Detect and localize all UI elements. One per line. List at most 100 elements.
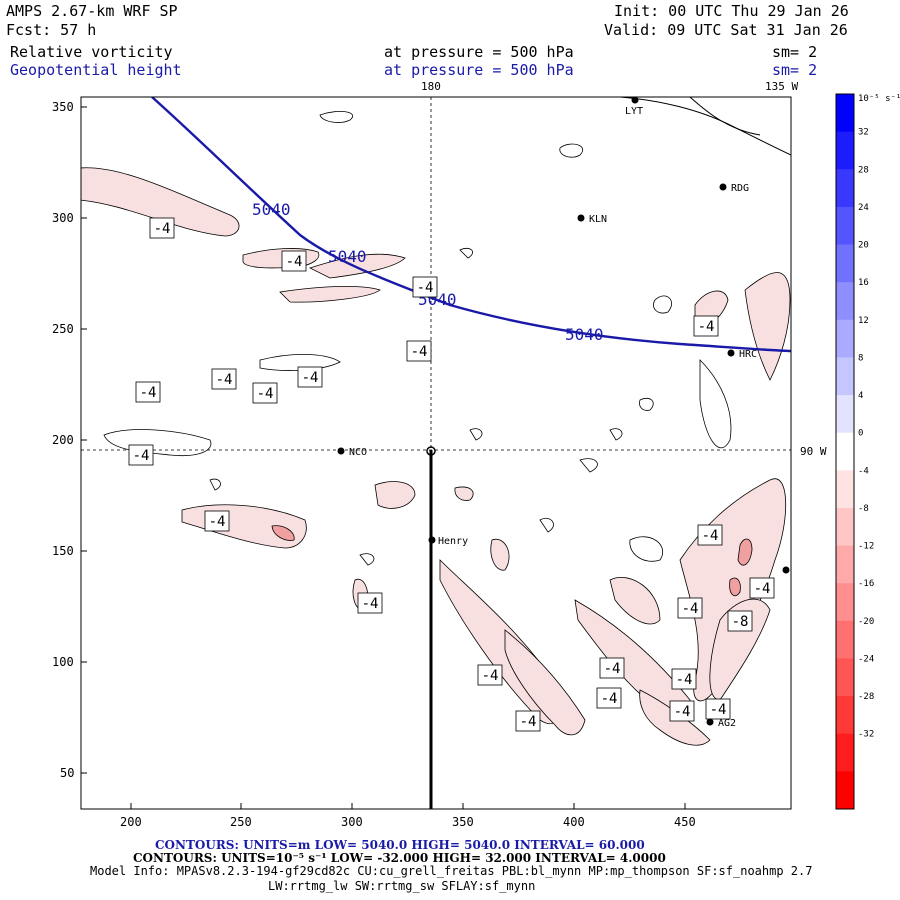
vorticity-label: -4	[601, 691, 618, 707]
model-info-physics: LW:rrtmg_lw SW:rrtmg_sw SFLAY:sf_mynn	[268, 879, 536, 893]
zero-contours	[103, 110, 732, 566]
station-label: Henry	[438, 536, 468, 547]
vorticity-label: -4	[604, 661, 621, 677]
vorticity-label: -8	[732, 614, 749, 630]
colorbar-swatch	[836, 244, 854, 283]
colorbar-label: -28	[858, 692, 874, 702]
vorticity-label-box	[599, 657, 625, 679]
station-label: HRC	[739, 349, 757, 360]
y-tick-label: 200	[52, 433, 74, 447]
colorbar-label: 24	[858, 203, 869, 213]
contours-height-info: CONTOURS: UNITS=m LOW= 5040.0 HIGH= 5040…	[155, 838, 645, 852]
vorticity-label: -4	[133, 448, 150, 464]
vorticity-label-box	[412, 276, 438, 298]
vorticity-label-box	[671, 668, 697, 690]
vorticity-label-box	[697, 524, 723, 546]
station-label: AG2	[718, 718, 736, 729]
colorbar-swatch	[836, 432, 854, 471]
colorbar-label: 8	[858, 353, 863, 363]
colorbar-label: -24	[858, 654, 874, 664]
vorticity-label: -4	[520, 714, 537, 730]
x-tick-label: 300	[341, 815, 363, 829]
contours-vorticity-info: CONTOURS: UNITS=10⁻⁵ s⁻¹ LOW= -32.000 HI…	[133, 851, 666, 865]
colorbar-swatch	[836, 131, 854, 170]
colorbar-label: 32	[858, 128, 869, 138]
station-label: KLN	[589, 214, 607, 225]
height-label: 5040	[252, 200, 291, 219]
colorbar-label: 16	[858, 278, 869, 288]
vorticity-label: -4	[754, 581, 771, 597]
vorticity-label-box	[211, 368, 237, 390]
colorbar: 10⁻⁵ s⁻¹ 32 28 24 20 16 12 8 4 0 -4 -8 -12 -16 -20 -24…	[835, 93, 900, 810]
colorbar-unit: 10⁻⁵ s⁻¹	[858, 94, 900, 104]
vorticity-label: -4	[286, 254, 303, 270]
vorticity-label-box	[669, 700, 695, 722]
field1-smoothing: sm= 2	[772, 43, 818, 61]
field2-level: at pressure = 500 hPa	[384, 61, 574, 79]
colorbar-swatch	[836, 771, 854, 810]
coastline-2	[689, 97, 761, 136]
colorbar-swatch	[836, 470, 854, 509]
valid-time: Valid: 09 UTC Sat 31 Jan 26	[604, 21, 848, 39]
vorticity-label: -4	[362, 596, 379, 612]
colorbar-swatch	[836, 507, 854, 547]
plot-frame	[80, 96, 792, 810]
vorticity-label-box	[693, 315, 719, 337]
station-marker	[706, 718, 714, 726]
x-tick-label: 250	[230, 815, 252, 829]
height-label: 5040	[328, 247, 367, 266]
right-label-90w: 90 W	[800, 445, 827, 458]
vorticity-label-box	[149, 217, 175, 239]
station-marker	[719, 183, 727, 191]
vorticity-label-box	[252, 382, 278, 404]
colorbar-label: 0	[858, 429, 863, 439]
y-tick-label: 250	[52, 322, 74, 336]
top-label-135w: 135 W	[765, 80, 798, 93]
top-label-180: 180	[421, 80, 441, 93]
y-tick-label: 50	[60, 766, 74, 780]
y-tick-label: 150	[52, 544, 74, 558]
station-marker	[631, 96, 639, 104]
colorbar-label: 12	[858, 316, 869, 326]
vorticity-label: -4	[682, 601, 699, 617]
station-marker	[577, 214, 585, 222]
vorticity-label-box	[128, 444, 154, 466]
field1-level: at pressure = 500 hPa	[384, 43, 574, 61]
height-contour-5040	[151, 97, 791, 353]
vorticity-label-box	[727, 610, 753, 632]
x-tick-label: 450	[674, 815, 696, 829]
x-tick-label: 400	[563, 815, 585, 829]
coastline	[619, 97, 791, 156]
forecast-hour: Fcst: 57 h	[6, 21, 97, 39]
colorbar-label: -16	[858, 579, 874, 589]
station-label: NCO	[349, 447, 367, 458]
station-label: RDG	[731, 183, 749, 194]
init-time: Init: 00 UTC Thu 29 Jan 26	[614, 2, 849, 20]
vorticity-label-box	[749, 577, 775, 599]
colorbar-swatch	[836, 282, 854, 321]
colorbar-label: 20	[858, 241, 869, 251]
colorbar-swatch	[836, 733, 854, 772]
vorticity-label-box	[135, 381, 161, 403]
vorticity-label: -4	[216, 372, 233, 388]
colorbar-label: -8	[858, 504, 869, 514]
colorbar-swatch	[836, 658, 854, 697]
vorticity-shading	[81, 167, 791, 746]
station-marker	[428, 536, 436, 544]
vorticity-label-box	[515, 710, 541, 732]
vorticity-label: -4	[257, 386, 274, 402]
vorticity-label-box	[297, 366, 323, 388]
field2-name: Geopotential height	[10, 61, 182, 79]
field1-name: Relative vorticity	[10, 43, 173, 61]
colorbar-label: 28	[858, 165, 869, 175]
x-tick-label: 200	[120, 815, 142, 829]
colorbar-swatch	[836, 620, 854, 659]
model-title: AMPS 2.67-km WRF SP	[6, 2, 178, 20]
colorbar-swatch	[836, 395, 854, 434]
colorbar-swatch	[836, 583, 854, 622]
vorticity-label: -4	[140, 385, 157, 401]
colorbar-label: 4	[858, 391, 863, 401]
colorbar-swatch	[836, 319, 854, 358]
colorbar-swatch	[836, 545, 854, 584]
vorticity-label: -4	[209, 514, 226, 530]
